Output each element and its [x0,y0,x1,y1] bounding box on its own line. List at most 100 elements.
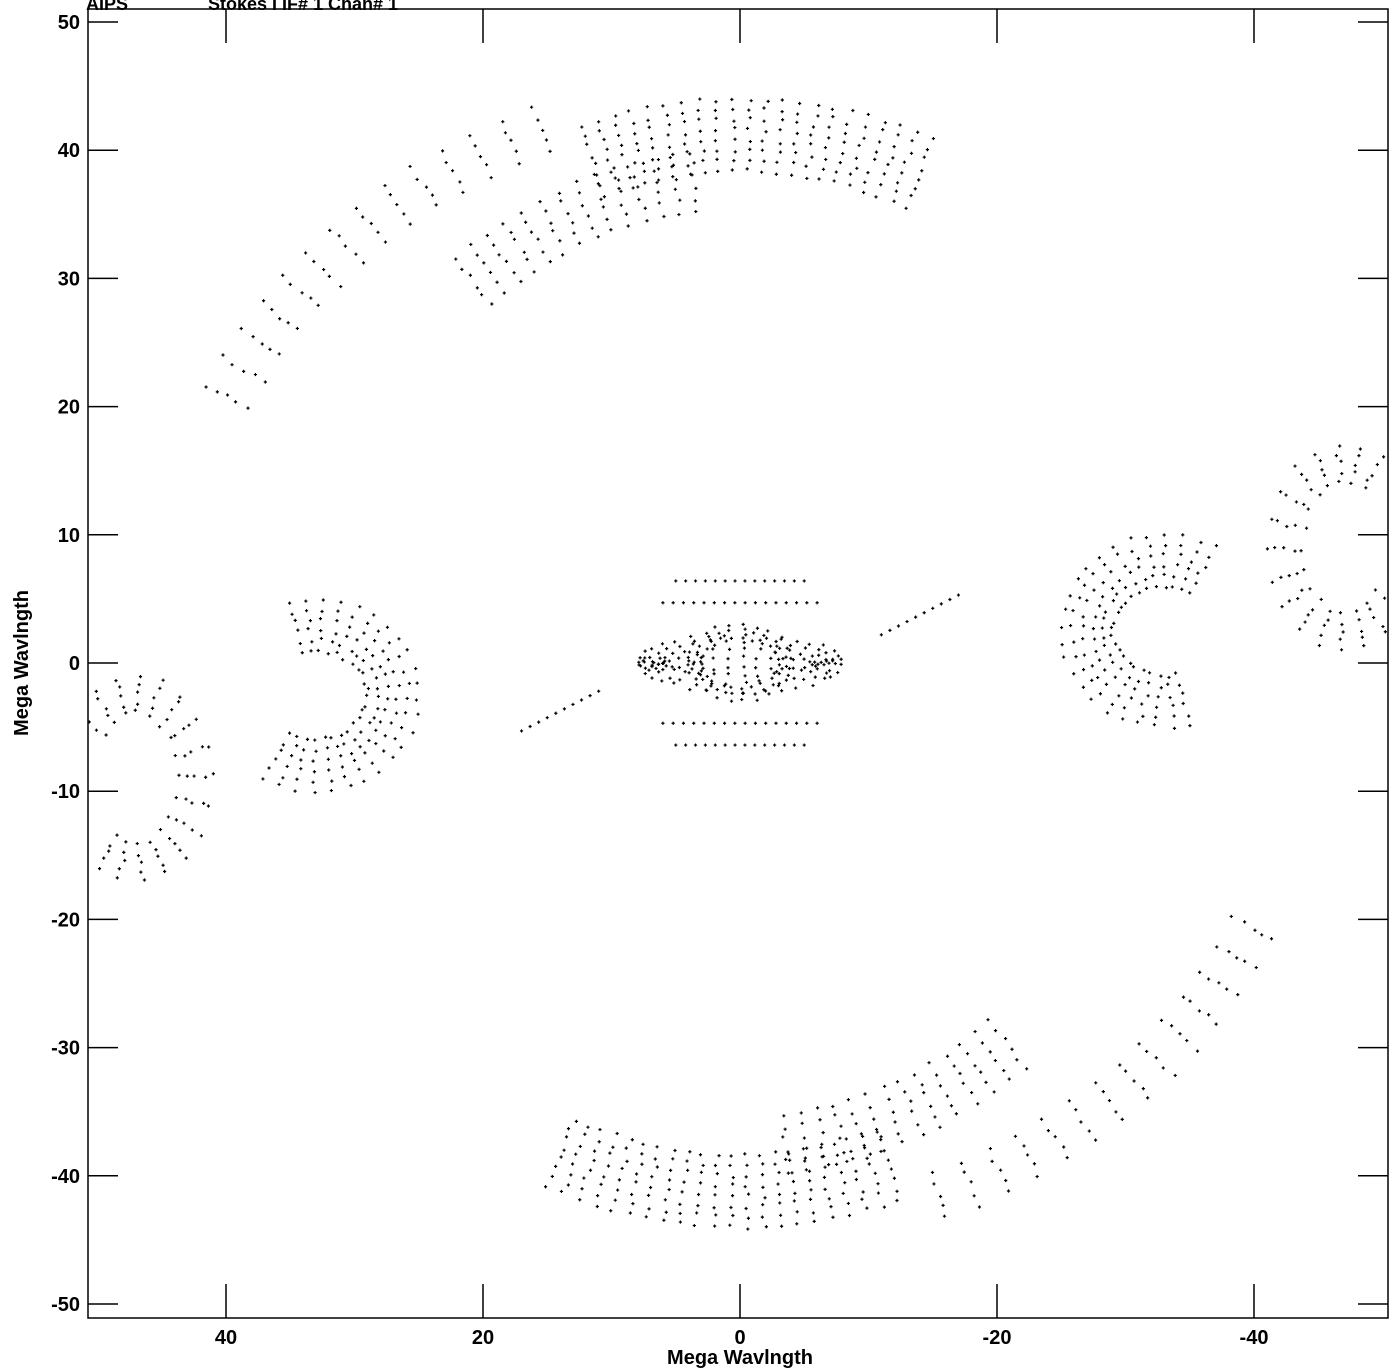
data-point [366,686,371,691]
data-point [760,1173,765,1177]
data-point [386,658,391,662]
data-point [934,1073,939,1077]
data-point [715,157,719,161]
data-point [1293,523,1297,527]
data-point [1186,567,1191,571]
data-point [158,827,163,832]
x-tick-label: 0 [734,1327,745,1349]
data-point [170,708,174,712]
data-point [620,152,624,157]
data-point [290,612,294,616]
data-point [855,166,859,170]
data-point [866,171,870,175]
data-point [714,1213,718,1217]
data-point [743,721,747,725]
data-point [1039,1117,1044,1121]
data-point [1091,572,1095,576]
data-point [1370,474,1374,478]
data-point [832,1142,837,1146]
data-point [780,689,784,693]
data-point [358,716,362,720]
data-point [169,735,173,740]
data-point [1111,545,1115,549]
data-point [305,737,310,741]
data-point [1172,726,1177,730]
data-point [872,1117,876,1121]
data-point [993,1058,997,1063]
data-point [461,190,465,195]
data-point [795,120,799,124]
data-point [741,691,745,695]
data-point [1129,594,1133,598]
data-point [341,658,345,662]
data-point [363,705,367,709]
data-point [1090,678,1094,682]
data-point [740,687,744,691]
data-point [94,689,98,693]
data-point [713,1163,718,1168]
data-point [1207,555,1211,559]
data-point [726,657,730,661]
data-point [766,99,770,103]
data-point [660,642,665,646]
header-right-text: Stokes I IF# 1 Chan# 1 [208,0,399,14]
data-point [1319,597,1323,602]
data-point [715,687,719,692]
data-point [609,1209,613,1213]
data-point [104,707,108,711]
data-point [1046,1128,1050,1133]
data-point [525,257,529,261]
data-point [377,770,381,774]
data-point [777,681,781,686]
data-point [645,105,649,109]
data-point [391,670,395,674]
data-point [685,1159,689,1163]
data-point [741,636,745,640]
data-point [176,700,181,704]
data-point [762,159,766,163]
data-point [1166,682,1170,686]
data-point [839,1124,843,1128]
data-point [211,772,215,776]
data-point [784,678,788,682]
data-point [1100,626,1104,630]
data-point [148,840,152,844]
data-point [674,579,678,583]
data-point [932,1182,936,1186]
data-point [509,230,513,235]
data-point [320,609,324,614]
data-point [795,131,799,136]
data-point [1134,582,1138,586]
data-point [827,669,832,673]
data-point [777,1170,781,1175]
data-point [745,167,749,171]
data-point [468,273,473,277]
data-point [319,628,323,633]
data-point [694,683,699,687]
data-point [692,161,696,165]
data-point [637,663,641,667]
data-point [791,658,795,662]
data-point [368,721,372,725]
data-point [538,200,542,204]
data-point [1112,621,1116,625]
data-point [372,613,376,617]
data-point [661,721,665,725]
data-point [318,617,323,621]
data-point [585,142,589,146]
data-point [408,164,412,169]
data-point [815,667,819,671]
data-point [1098,604,1102,608]
data-point [1148,544,1153,548]
data-point [922,611,926,615]
data-point [1298,627,1302,631]
data-point [274,757,278,761]
data-point [1207,1013,1211,1017]
data-point [334,632,338,636]
data-point [362,682,366,686]
data-point [876,1182,880,1186]
data-point [1146,1096,1150,1100]
data-point [845,1159,849,1164]
data-point [1181,701,1185,706]
data-point [602,1175,606,1179]
